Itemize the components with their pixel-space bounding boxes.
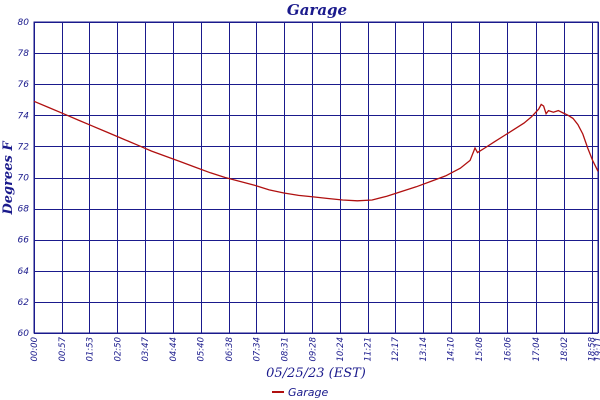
y-tick-label: 66 <box>18 236 30 246</box>
x-tick-label: 10:24 <box>336 337 346 362</box>
y-tick-label: 76 <box>18 80 30 90</box>
x-tick-label: 18:58 <box>588 336 598 361</box>
y-tick-label: 70 <box>18 174 30 184</box>
x-tick-label: 11:21 <box>364 337 374 362</box>
x-tick-label: 03:47 <box>141 336 151 361</box>
y-tick-label: 60 <box>18 329 30 339</box>
x-tick-label: 15:08 <box>475 336 485 361</box>
x-tick-label: 17:04 <box>532 337 542 362</box>
x-tick-label: 13:14 <box>419 337 429 362</box>
y-axis-ticks: 60 62 64 66 68 70 72 74 76 78 80 <box>18 18 30 339</box>
chart-title: Garage <box>287 1 347 19</box>
y-tick-label: 78 <box>18 49 30 59</box>
y-axis-label: Degrees F <box>1 141 16 216</box>
x-tick-label: 16:06 <box>503 336 513 361</box>
grid-lines <box>34 22 599 334</box>
plot-frame <box>33 21 599 334</box>
x-tick-label: 05:40 <box>197 337 207 362</box>
y-tick-label: 72 <box>18 142 30 152</box>
legend-label: Garage <box>288 386 329 399</box>
x-tick-label: 06:38 <box>225 336 235 361</box>
x-tick-label: 09:28 <box>308 336 318 361</box>
x-tick-label: 01:53 <box>85 337 95 362</box>
x-tick-label: 02:50 <box>113 337 123 362</box>
x-tick-label: 08:31 <box>280 337 290 362</box>
x-tick-label: 00:00 <box>30 337 40 362</box>
y-tick-label: 62 <box>18 298 30 308</box>
series-layer <box>33 100 599 202</box>
y-tick-label: 68 <box>18 205 30 215</box>
x-tick-label: 18:02 <box>560 337 570 362</box>
x-tick-label: 07:34 <box>252 337 262 362</box>
series-line-garage <box>33 100 599 202</box>
x-tick-label: 00:57 <box>58 336 68 361</box>
legend: Garage <box>272 386 329 399</box>
x-tick-label: 04:44 <box>169 337 179 362</box>
y-tick-label: 80 <box>18 18 30 28</box>
y-tick-label: 64 <box>18 267 30 277</box>
x-axis-label: 05/25/23 (EST) <box>266 366 366 381</box>
x-tick-label: 19:11 <box>594 337 600 362</box>
x-tick-label: 14:10 <box>447 337 457 362</box>
y-tick-label: 74 <box>18 111 30 121</box>
x-axis-ticks: 00:00 00:57 01:53 02:50 03:47 04:44 05:40 06:38… <box>30 336 600 361</box>
x-tick-label: 12:17 <box>391 336 401 361</box>
